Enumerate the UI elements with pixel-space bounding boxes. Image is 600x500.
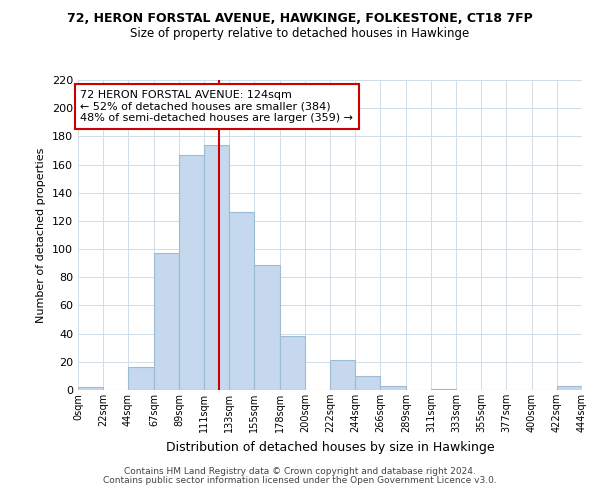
Bar	[431, 388, 456, 390]
Bar	[355, 376, 380, 390]
Y-axis label: Number of detached properties: Number of detached properties	[37, 148, 46, 322]
Text: Size of property relative to detached houses in Hawkinge: Size of property relative to detached ho…	[130, 28, 470, 40]
Bar	[330, 360, 355, 390]
Bar	[154, 254, 179, 390]
Bar	[78, 387, 103, 390]
X-axis label: Distribution of detached houses by size in Hawkinge: Distribution of detached houses by size …	[166, 440, 494, 454]
Bar	[179, 154, 204, 390]
Bar	[229, 212, 254, 390]
Bar	[380, 386, 406, 390]
Text: 72, HERON FORSTAL AVENUE, HAWKINGE, FOLKESTONE, CT18 7FP: 72, HERON FORSTAL AVENUE, HAWKINGE, FOLK…	[67, 12, 533, 26]
Text: Contains public sector information licensed under the Open Government Licence v3: Contains public sector information licen…	[103, 476, 497, 485]
Bar	[557, 386, 582, 390]
Bar	[128, 368, 154, 390]
Bar	[254, 264, 280, 390]
Text: 72 HERON FORSTAL AVENUE: 124sqm
← 52% of detached houses are smaller (384)
48% o: 72 HERON FORSTAL AVENUE: 124sqm ← 52% of…	[80, 90, 353, 123]
Text: Contains HM Land Registry data © Crown copyright and database right 2024.: Contains HM Land Registry data © Crown c…	[124, 467, 476, 476]
Bar	[204, 145, 229, 390]
Bar	[280, 336, 305, 390]
